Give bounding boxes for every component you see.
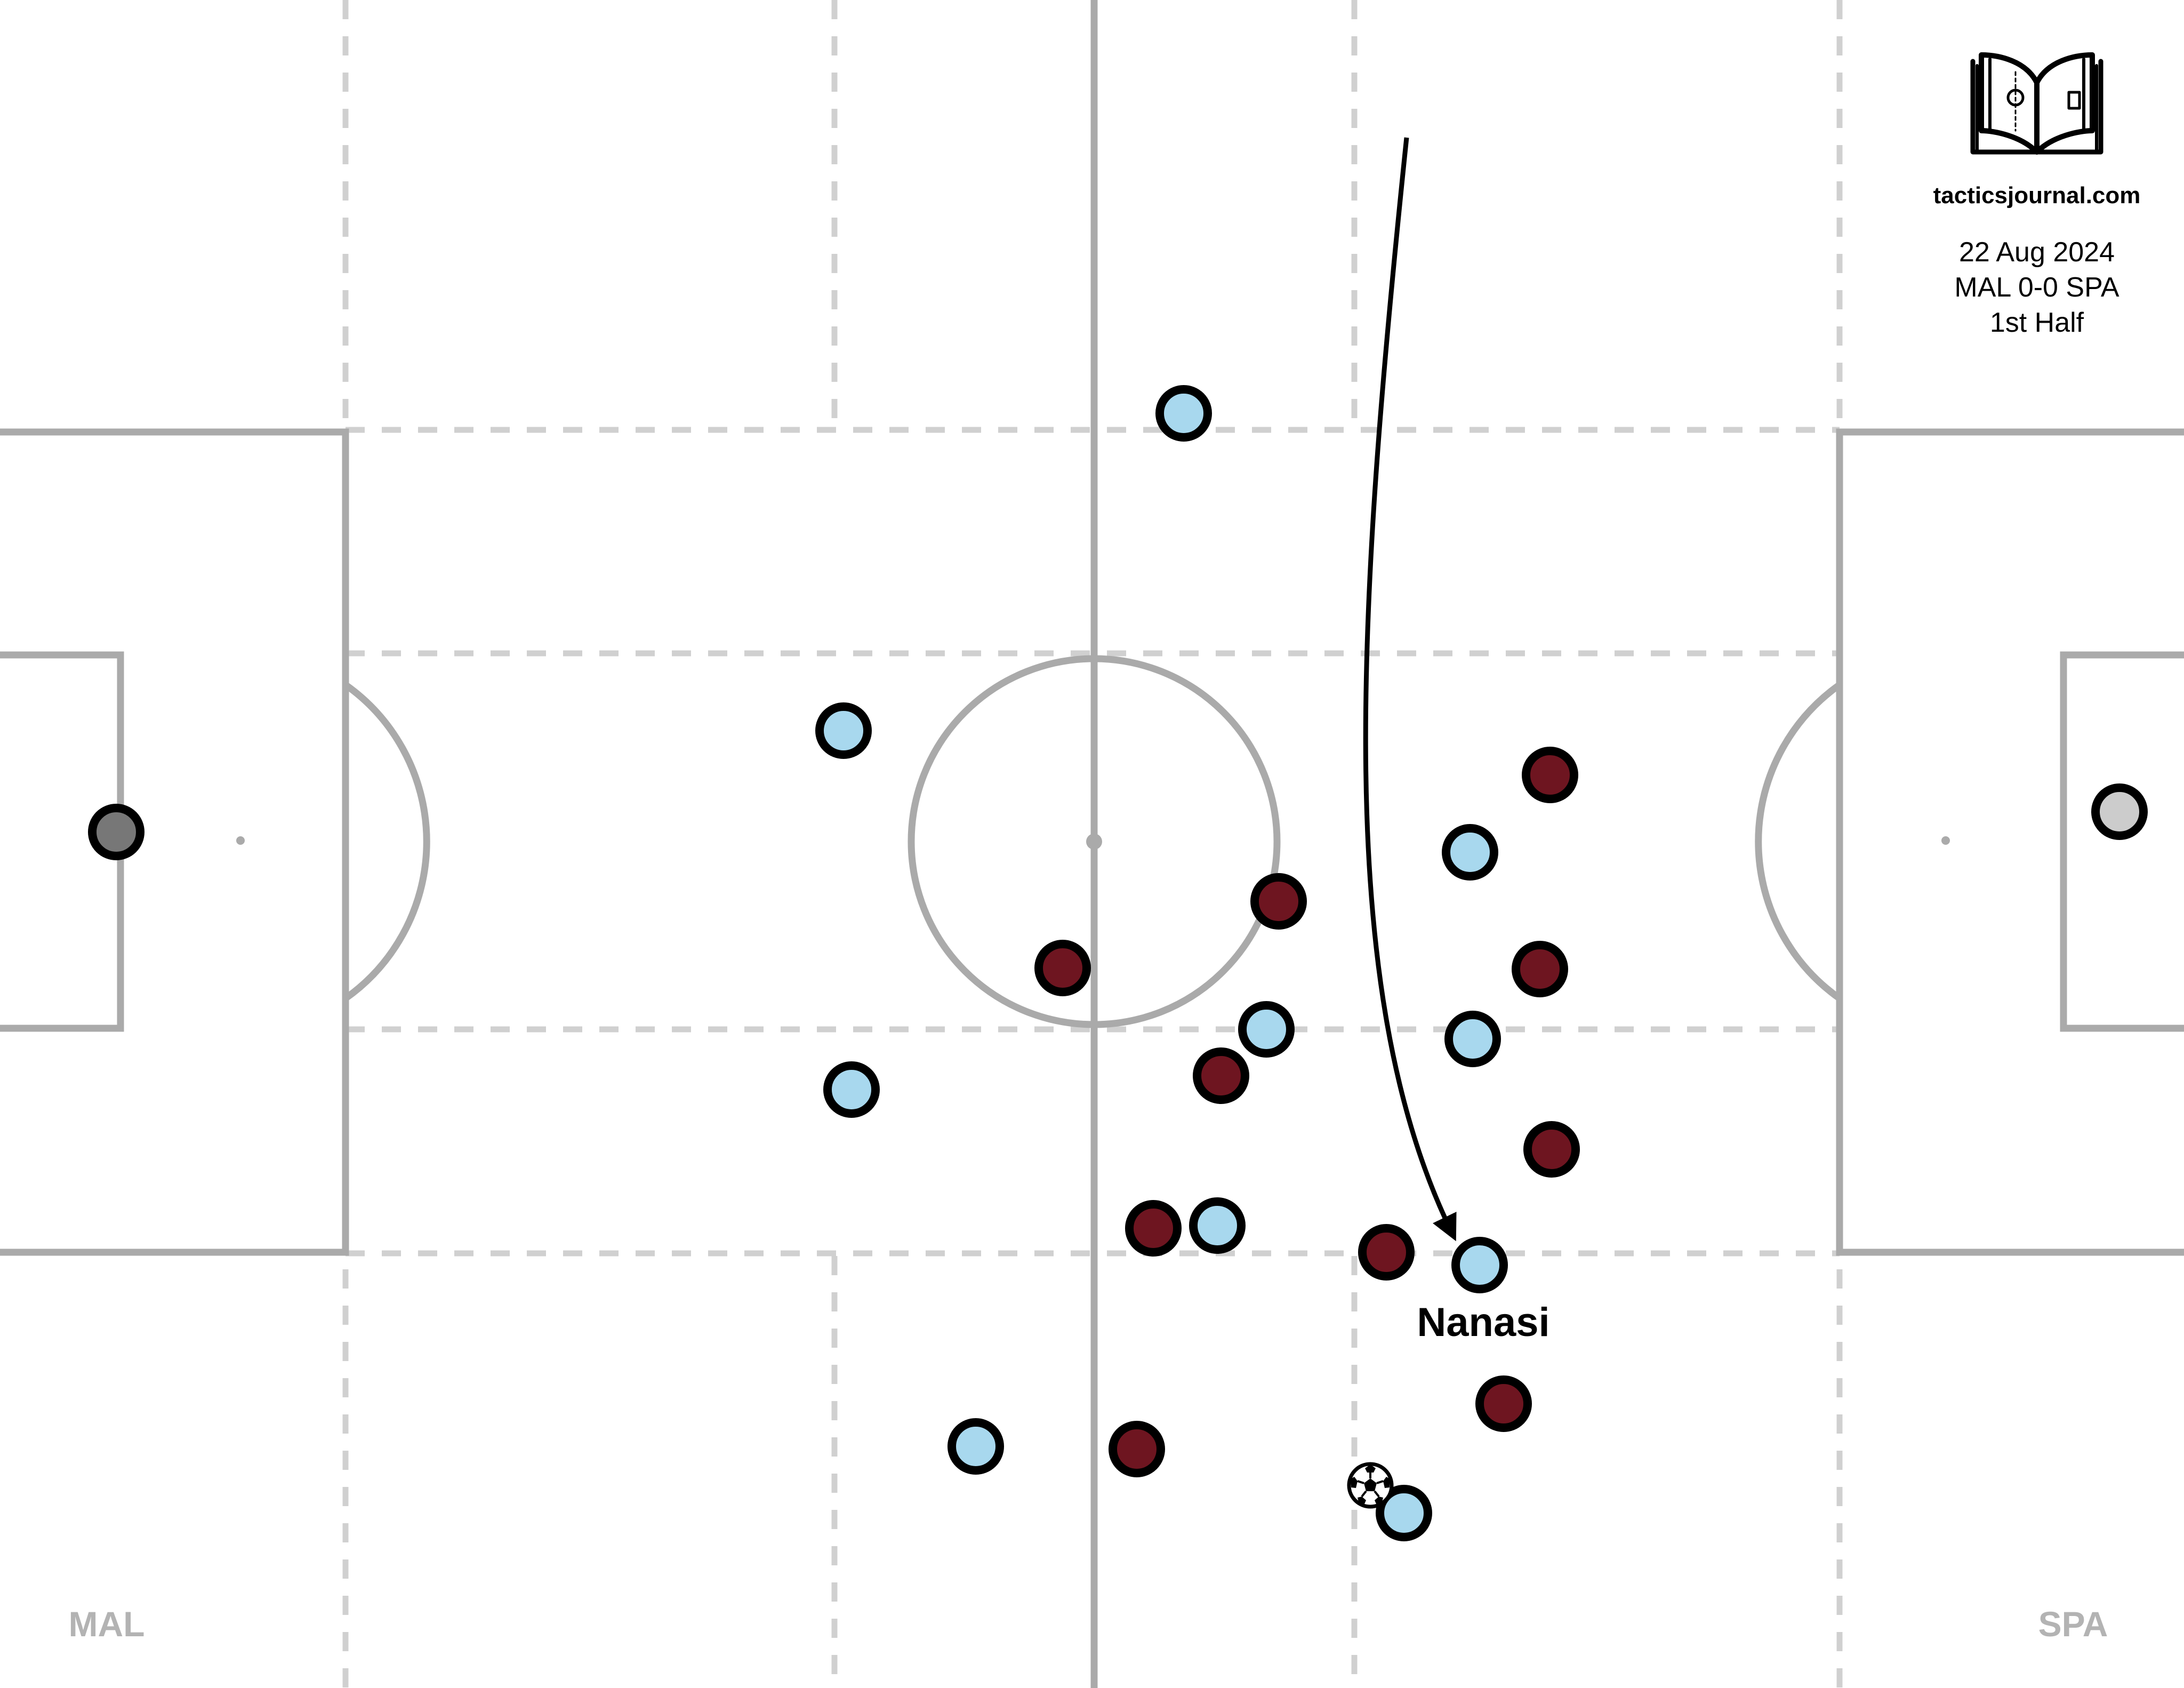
player-name-label: Nanasi xyxy=(1417,1300,1549,1345)
player-marker xyxy=(1193,1047,1249,1104)
player-marker xyxy=(1189,1197,1246,1254)
goalkeepers xyxy=(88,783,2148,860)
player-marker xyxy=(88,804,144,860)
site-name: tacticsjournal.com xyxy=(1933,182,2141,209)
player-marker xyxy=(1512,941,1568,997)
player-marker xyxy=(1358,1224,1415,1281)
player-marker xyxy=(1125,1200,1182,1257)
match-info: 22 Aug 2024 MAL 0-0 SPA 1st Half xyxy=(1856,235,2184,340)
team-light-blue-players xyxy=(815,385,1508,1541)
match-period: 1st Half xyxy=(1989,307,2084,338)
player-marker xyxy=(1250,873,1307,930)
player-marker xyxy=(1155,385,1212,442)
player-marker xyxy=(948,1418,1004,1475)
player-marker xyxy=(1451,1237,1508,1293)
player-marker xyxy=(1376,1485,1432,1541)
player-marker xyxy=(1442,824,1498,881)
match-score: MAL 0-0 SPA xyxy=(1954,272,2119,303)
player-marker xyxy=(1444,1011,1501,1067)
player-marker xyxy=(1475,1375,1532,1432)
team-label-right: SPA xyxy=(2038,1604,2108,1644)
player-marker xyxy=(1238,1001,1295,1058)
match-date: 22 Aug 2024 xyxy=(1958,237,2115,268)
player-marker xyxy=(1109,1421,1165,1477)
player-marker xyxy=(2091,783,2148,840)
player-marker xyxy=(823,1061,880,1118)
team-dark-red-players xyxy=(1034,747,1580,1477)
soccer-ball-icon xyxy=(1347,1462,1394,1509)
player-marker xyxy=(1522,747,1578,803)
player-marker xyxy=(1034,940,1091,996)
run-arrow xyxy=(1363,137,1457,1242)
team-label-left: MAL xyxy=(69,1604,145,1644)
player-marker xyxy=(815,702,872,759)
player-marker xyxy=(1523,1121,1580,1178)
open-book-icon xyxy=(1970,52,2103,155)
